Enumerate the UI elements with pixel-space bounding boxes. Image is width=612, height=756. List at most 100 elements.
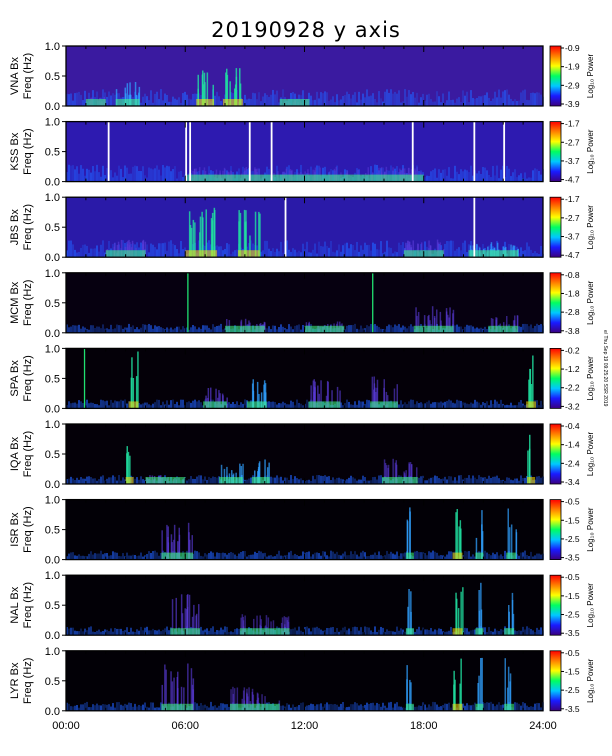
data-gap <box>411 121 414 182</box>
noise-column <box>146 706 148 711</box>
noise-column <box>342 627 344 636</box>
noise-column <box>530 324 532 333</box>
noise-column <box>106 478 108 484</box>
signal-streak <box>436 239 439 258</box>
noise-column <box>324 166 326 182</box>
noise-column <box>188 479 190 484</box>
noise-column <box>68 327 70 333</box>
noise-column <box>102 554 104 560</box>
signal-streak <box>181 613 184 636</box>
noise-column <box>382 627 384 636</box>
noise-column <box>144 627 146 636</box>
noise-column <box>524 629 526 636</box>
noise-column <box>426 175 428 182</box>
noise-column <box>298 324 300 333</box>
signal-streak <box>416 315 418 333</box>
noise-column <box>180 102 182 106</box>
signal-streak <box>258 461 261 484</box>
signal-streak <box>434 317 436 333</box>
noise-column <box>374 324 376 333</box>
noise-column <box>68 240 70 258</box>
noise-column <box>396 551 398 560</box>
noise-column <box>358 251 360 258</box>
noise-column <box>464 477 466 484</box>
noise-column <box>150 243 152 258</box>
noise-column <box>256 552 258 560</box>
noise-column <box>92 554 94 560</box>
noise-column <box>274 556 276 560</box>
noise-column <box>314 552 316 560</box>
noise-column <box>174 98 176 106</box>
noise-column <box>536 702 538 711</box>
signal-streak <box>244 222 246 258</box>
noise-column <box>70 403 72 409</box>
noise-column <box>370 554 372 560</box>
noise-column <box>70 326 72 333</box>
noise-column <box>396 325 398 333</box>
noise-column <box>124 630 126 636</box>
noise-column <box>312 249 314 258</box>
noise-column <box>478 170 480 182</box>
noise-column <box>182 177 184 182</box>
noise-column <box>228 632 230 636</box>
noise-column <box>462 90 464 106</box>
noise-column <box>322 706 324 711</box>
signal-streak <box>194 222 196 258</box>
signal-streak <box>383 459 386 484</box>
noise-column <box>386 629 388 636</box>
noise-column <box>400 327 402 333</box>
noise-column <box>448 241 450 258</box>
noise-column <box>138 402 140 409</box>
noise-column <box>436 476 438 484</box>
noise-column <box>476 401 478 409</box>
noise-column <box>218 552 220 560</box>
noise-column <box>466 403 468 409</box>
noise-column <box>390 89 392 106</box>
noise-column <box>300 478 302 484</box>
signal-streak <box>256 615 258 636</box>
noise-column <box>198 552 200 560</box>
noise-column <box>424 480 426 484</box>
noise-column <box>502 91 504 106</box>
low-freq-band <box>370 401 398 409</box>
noise-column <box>458 97 460 106</box>
noise-column <box>356 627 358 636</box>
noise-column <box>354 250 356 258</box>
noise-column <box>344 329 346 333</box>
noise-column <box>236 555 238 560</box>
noise-column <box>536 253 538 258</box>
noise-column <box>112 329 114 333</box>
noise-column <box>522 626 524 636</box>
noise-column <box>74 249 76 258</box>
colorbar-label: Log₁₀ Power <box>586 280 595 325</box>
noise-column <box>478 328 480 333</box>
noise-column <box>496 475 498 484</box>
noise-column <box>408 90 410 106</box>
signal-streak <box>445 311 448 333</box>
noise-column <box>508 94 510 106</box>
noise-column <box>266 556 268 560</box>
noise-column <box>306 480 308 484</box>
noise-column <box>296 252 298 258</box>
noise-column <box>386 550 388 560</box>
colorbar-tick-label: -3.9 <box>565 99 580 109</box>
signal-streak <box>234 88 236 106</box>
y-tick-label: 0.0 <box>45 479 60 491</box>
noise-column <box>246 479 248 484</box>
noise-column <box>172 329 174 333</box>
colorbar-tick-label: -0.9 <box>565 43 580 53</box>
noise-column <box>498 555 500 560</box>
noise-column <box>476 479 478 484</box>
noise-column <box>450 707 452 711</box>
noise-column <box>300 329 302 333</box>
noise-column <box>306 626 308 636</box>
noise-column <box>352 627 354 636</box>
noise-column <box>286 703 288 711</box>
noise-column <box>484 403 486 409</box>
noise-column <box>216 630 218 636</box>
signal-streak <box>408 589 410 636</box>
colorbar-label: Log₁₀ Power <box>586 583 595 628</box>
noise-column <box>536 627 538 636</box>
signal-streak <box>229 81 231 106</box>
signal-streak <box>459 683 461 711</box>
